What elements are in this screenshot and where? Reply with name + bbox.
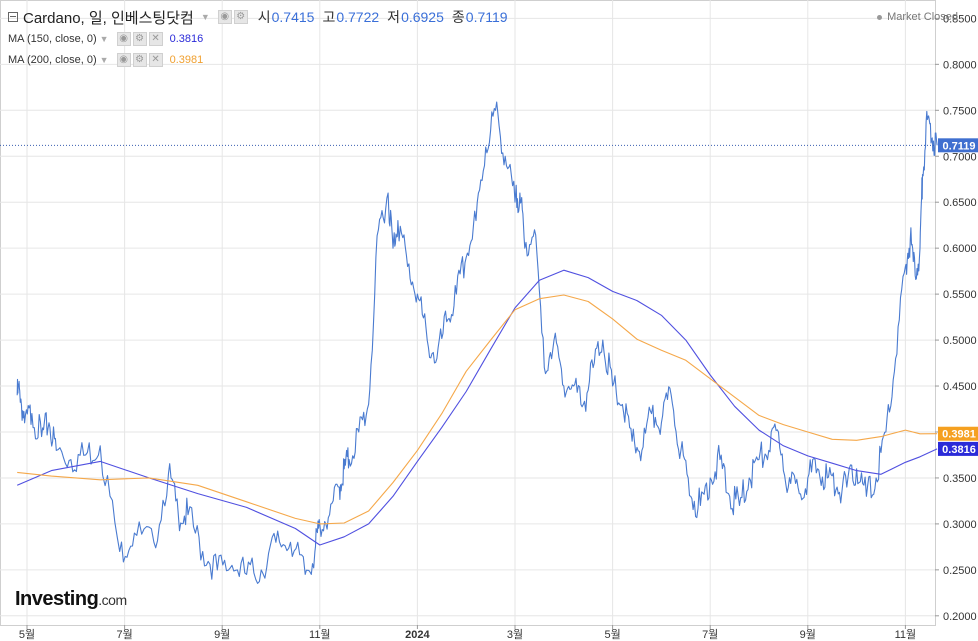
y-tick-label: 0.7000 [943,151,977,163]
last-price-label-bg [938,138,978,153]
y-tick-label: 0.8000 [943,59,977,71]
price-labels: 0.7119 0.3981 0.3816 [938,138,978,456]
y-tick-label: 0.6000 [943,243,977,255]
eye-icon[interactable]: ◉ [217,10,232,24]
y-tick-label: 0.2000 [943,611,977,623]
logo-main: Investing [15,588,99,610]
x-axis: 5월 7월 9월 11월 2024 3월 5월 7월 9월 11월 [19,625,916,641]
y-tick-label: 0.5000 [943,335,977,347]
ma150-label: MA (150, close, 0) [8,32,97,45]
series-line-ma150 [16,269,938,546]
x-tick-label: 11월 [309,628,331,641]
low-label: 저 [387,9,401,25]
x-tick-label: 2024 [405,629,430,641]
chart-legend: Cardano, 일, 인베스팅닷컴 ▼ ◉ ⚙ 시 0.7415 고 0.7722… [8,6,508,70]
y-tick-label: 0.8500 [943,13,977,25]
investing-logo: Investing.com [15,588,127,611]
y-tick-label: 0.3500 [943,473,977,485]
low-value: 0.6925 [401,9,444,25]
collapse-icon[interactable] [8,12,18,22]
series-line-price [16,101,938,584]
y-tick-label: 0.3000 [943,519,977,531]
x-tick-label: 9월 [214,628,230,641]
series-line-ma200 [17,294,938,525]
y-tick-label: 0.5500 [943,289,977,301]
legend-ma200: MA (200, close, 0) ▼ ◉ ⚙ ✕ 0.3981 [8,49,508,70]
settings-icon[interactable]: ⚙ [132,52,147,67]
close-icon[interactable]: ✕ [148,31,163,46]
ma-value-label-bg [938,441,978,456]
open-value: 0.7415 [271,9,315,25]
eye-icon[interactable]: ◉ [116,52,131,67]
x-tick-label: 7월 [116,628,132,641]
close-label: 종 [451,9,465,25]
y-tick-label: 0.6500 [943,197,977,209]
ma-value-label-bg [938,426,978,441]
x-tick-label: 5월 [19,628,35,641]
close-icon[interactable]: ✕ [148,52,163,67]
plot-area [0,101,938,584]
y-tick-label: 0.4500 [943,381,977,393]
x-tick-label: 7월 [702,628,718,641]
logo-suffix: .com [98,592,127,608]
market-status-text: Market Closed [887,11,958,23]
market-status: Market Closed [877,11,958,23]
chevron-down-icon[interactable]: ▼ [99,54,109,65]
settings-icon[interactable]: ⚙ [233,10,248,24]
x-tick-label: 11월 [895,628,917,641]
y-tick-label: 0.7500 [943,105,977,117]
close-value: 0.7119 [465,9,508,25]
high-value: 0.7722 [336,9,380,25]
plot-frame [0,0,936,626]
ma200-label: MA (200, close, 0) [8,53,97,66]
y-tick-label: 0.2500 [943,565,977,577]
settings-icon[interactable]: ⚙ [132,31,147,46]
x-tick-label: 9월 [800,628,816,641]
open-label: 시 [257,9,271,25]
chevron-down-icon[interactable]: ▼ [99,33,109,44]
ma-value-label: 0.3981 [942,429,976,441]
eye-icon[interactable]: ◉ [116,31,131,46]
status-dot-icon [877,14,883,20]
legend-ma150: MA (150, close, 0) ▼ ◉ ⚙ ✕ 0.3816 [8,28,508,49]
chart-title: Cardano, 일, 인베스팅닷컴 [23,9,194,27]
y-axis: 0.20000.25000.30000.35000.40000.45000.50… [935,13,977,623]
x-tick-label: 5월 [604,628,620,641]
legend-main: Cardano, 일, 인베스팅닷컴 ▼ ◉ ⚙ 시 0.7415 고 0.7722… [8,6,508,28]
x-tick-label: 3월 [507,628,523,641]
high-label: 고 [322,9,336,25]
chart-grid [0,0,936,626]
ma200-value: 0.3981 [169,53,204,66]
ma150-value: 0.3816 [169,32,204,45]
ma-value-label: 0.3816 [942,444,976,456]
last-price-label: 0.7119 [942,140,975,152]
chevron-down-icon[interactable]: ▼ [200,12,210,22]
